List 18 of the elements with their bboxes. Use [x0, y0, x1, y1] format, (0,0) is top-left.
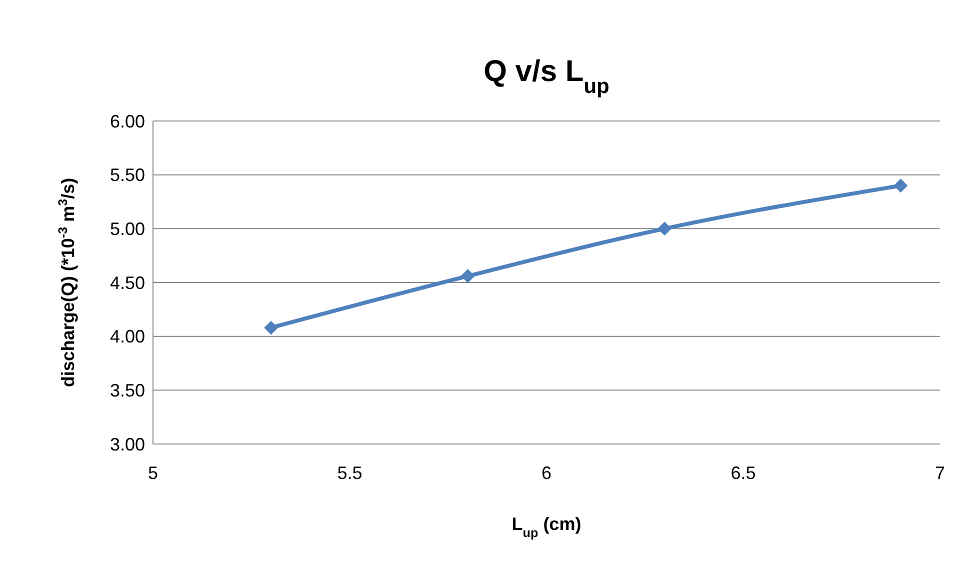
y-tick-label: 4.50: [110, 272, 145, 293]
y-tick-label: 5.00: [110, 218, 145, 239]
x-tick-label: 6.5: [730, 463, 756, 483]
y-tick-label: 6.00: [110, 111, 145, 132]
x-tick-label: 5: [148, 463, 158, 483]
point: [264, 320, 278, 335]
x-axis-title: L$_{up}$ (cm): [512, 514, 582, 540]
point: [460, 269, 475, 284]
y-tick-label: 3.00: [110, 434, 145, 454]
chart-title: Q v/s L$_{up}$: [484, 55, 610, 98]
point: [658, 222, 672, 236]
y-tick-label: 3.50: [110, 380, 145, 400]
point: [894, 178, 908, 193]
y-tick-label: 5.50: [110, 165, 145, 186]
y-tick-label: 4.00: [110, 326, 145, 347]
x-tick-label: 6: [541, 463, 552, 483]
x-tick-label: 5.5: [337, 463, 362, 483]
x-tick-label: 7: [934, 463, 946, 483]
